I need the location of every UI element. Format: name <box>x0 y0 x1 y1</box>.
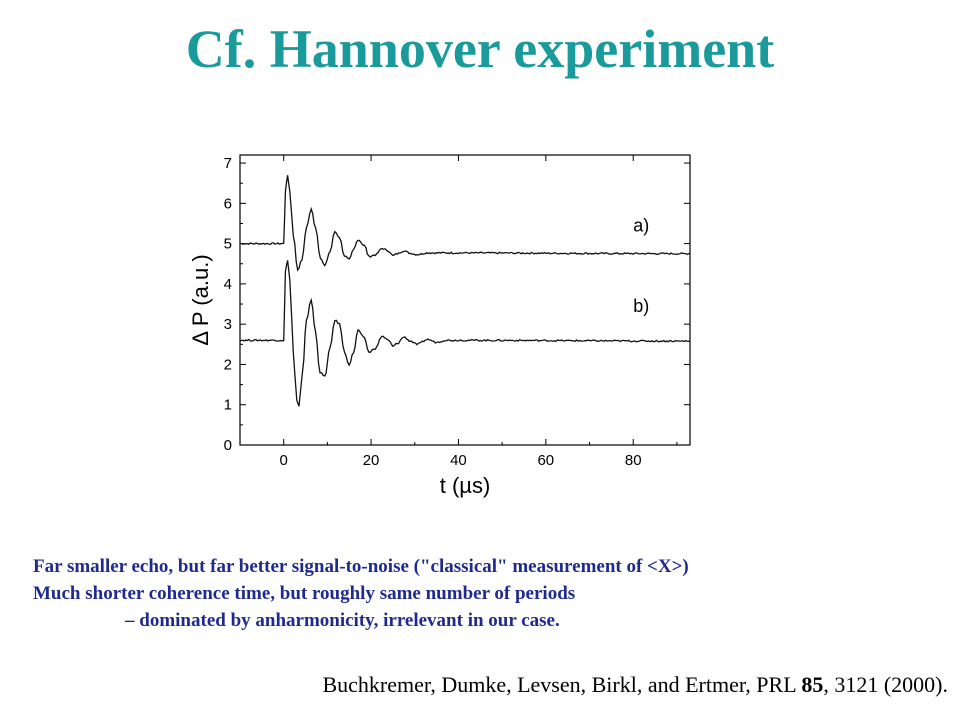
y-tick-label-1: 1 <box>224 397 232 414</box>
y-tick-label-2: 2 <box>224 356 232 373</box>
x-tick-label-2: 40 <box>450 452 467 469</box>
y-tick-label-5: 5 <box>224 236 232 253</box>
note-line-1: Far smaller echo, but far better signal-… <box>33 556 689 577</box>
citation-rest: , 3121 (2000). <box>823 672 948 697</box>
x-tick-label-4: 80 <box>625 452 642 469</box>
x-axis-label: t (µs) <box>440 473 491 498</box>
y-tick-label-3: 3 <box>224 316 232 333</box>
y-tick-label-7: 7 <box>224 155 232 172</box>
series-label-b: b) <box>633 296 649 316</box>
x-tick-label-0: 0 <box>280 452 288 469</box>
series-line-b <box>239 260 691 407</box>
y-axis-label: Δ P (a.u.) <box>188 254 213 345</box>
citation-volume: 85 <box>801 672 824 697</box>
slide-title: Cf. Hannover experiment <box>185 19 775 79</box>
series-label-a: a) <box>633 216 649 236</box>
x-tick-label-1: 20 <box>363 452 380 469</box>
echo-chart: 0 20 40 60 80 0 1 2 3 4 5 6 7 t (µs) Δ P (a.u.) a) b) <box>188 154 691 498</box>
citation: Buchkremer, Dumke, Levsen, Birkl, and Er… <box>322 672 948 698</box>
notes-block: Far smaller echo, but far better signal-… <box>33 553 953 634</box>
plot-frame <box>239 154 691 446</box>
x-tick-label-3: 60 <box>537 452 554 469</box>
y-tick-label-6: 6 <box>224 195 232 212</box>
note-line-3: – dominated by anharmonicity, irrelevant… <box>125 610 560 631</box>
citation-authors: Buchkremer, Dumke, Levsen, Birkl, and Er… <box>322 672 802 697</box>
y-tick-label-4: 4 <box>224 276 232 293</box>
series-line-a <box>239 175 690 272</box>
y-tick-label-0: 0 <box>224 437 232 454</box>
note-line-2: Much shorter coherence time, but roughly… <box>33 583 576 604</box>
chart-container: 0 20 40 60 80 0 1 2 3 4 5 6 7 t (µs) Δ P (a.u.) a) b) <box>185 140 725 510</box>
